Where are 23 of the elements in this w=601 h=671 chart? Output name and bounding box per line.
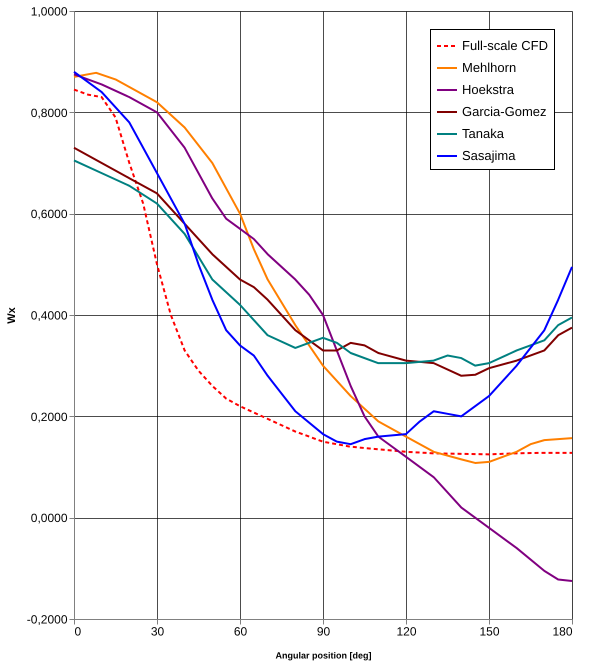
x-tick-label: 60 — [234, 624, 248, 638]
y-tick-label: -0,2000 — [26, 612, 68, 626]
y-tick-label: 0,4000 — [30, 308, 68, 322]
y-tick-label: 0,0000 — [30, 511, 68, 526]
legend-label: Mehlhorn — [462, 60, 516, 75]
x-tick-label: 90 — [316, 624, 330, 638]
x-tick-label: 0 — [74, 624, 82, 638]
x-axis-title: Angular position [deg] — [276, 650, 372, 660]
x-tick-label: 30 — [150, 624, 164, 638]
y-tick-label: 1,0000 — [30, 4, 68, 18]
legend-label: Garcia-Gomez — [462, 104, 547, 119]
legend-label: Hoekstra — [462, 82, 515, 97]
legend-label: Full-scale CFD — [462, 38, 548, 53]
y-tick-label: 0,6000 — [30, 207, 68, 222]
y-axis-title: Wx — [6, 306, 18, 324]
line-series — [73, 73, 573, 582]
legend-label: Tanaka — [462, 126, 505, 141]
y-tick-label: 0,2000 — [30, 410, 68, 424]
x-tick-label: 120 — [396, 624, 417, 638]
legend-label: Sasajima — [462, 148, 516, 163]
x-tick-label: 150 — [479, 624, 500, 638]
x-tick-label: 180 — [552, 624, 573, 638]
y-tick-label: 0,8000 — [30, 106, 68, 120]
